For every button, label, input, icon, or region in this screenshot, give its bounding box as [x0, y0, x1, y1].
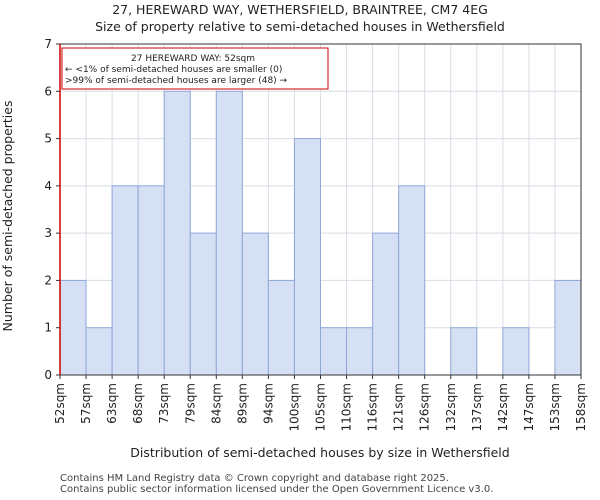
x-tick-label: 84sqm: [209, 383, 223, 424]
bar: [267, 279, 295, 376]
y-tick-label: 6: [44, 84, 52, 98]
bar: [398, 185, 426, 376]
bar: [372, 232, 400, 376]
bar: [450, 327, 478, 376]
footer-line-1: Contains HM Land Registry data © Crown c…: [60, 473, 449, 484]
y-tick-label: 3: [44, 226, 52, 240]
y-axis-label: Number of semi-detached properties: [0, 101, 15, 332]
x-tick-label: 52sqm: [53, 383, 67, 424]
bar: [215, 90, 243, 376]
bar: [59, 279, 87, 376]
x-tick-label: 158sqm: [574, 383, 588, 431]
y-tick-label: 4: [44, 179, 52, 193]
footer-line-2: Contains public sector information licen…: [60, 484, 494, 495]
y-tick-label: 5: [44, 132, 52, 146]
x-axis-ticks: 52sqm 57sqm 63sqm 68sqm 73sqm 79sqm 84sqm 89sqm…: [53, 375, 588, 431]
y-tick-label: 0: [44, 368, 52, 382]
x-tick-label: 126sqm: [418, 383, 432, 431]
bar: [502, 327, 530, 376]
x-tick-label: 153sqm: [548, 383, 562, 431]
chart-subtitle: Size of property relative to semi-detach…: [95, 19, 505, 34]
x-tick-label: 94sqm: [261, 383, 275, 424]
x-axis-label: Distribution of semi-detached houses by …: [130, 445, 509, 460]
y-tick-label: 7: [44, 37, 52, 51]
annotation-line-3: >99% of semi-detached houses are larger …: [65, 76, 288, 86]
x-tick-label: 147sqm: [522, 383, 536, 431]
bar: [189, 232, 217, 376]
x-tick-label: 142sqm: [496, 383, 510, 431]
bars: [59, 90, 582, 376]
bar: [346, 327, 374, 376]
y-tick-label: 2: [44, 273, 52, 287]
bar: [111, 185, 139, 376]
x-tick-label: 121sqm: [392, 383, 406, 431]
bar: [554, 279, 582, 376]
x-tick-label: 116sqm: [366, 383, 380, 431]
x-tick-label: 105sqm: [314, 383, 328, 431]
x-tick-label: 68sqm: [131, 383, 145, 424]
annotation-line-2: ← <1% of semi-detached houses are smalle…: [65, 65, 282, 75]
x-tick-label: 73sqm: [157, 383, 171, 424]
x-tick-label: 63sqm: [105, 383, 119, 424]
bar: [137, 185, 165, 376]
x-tick-label: 132sqm: [444, 383, 458, 431]
x-tick-label: 110sqm: [340, 383, 354, 431]
y-axis-ticks: 0 1 2 3 4 5 6 7: [44, 37, 60, 382]
bar: [241, 232, 269, 376]
annotation-line-1: 27 HEREWARD WAY: 52sqm: [131, 54, 255, 64]
annotation-box: 27 HEREWARD WAY: 52sqm ← <1% of semi-det…: [61, 47, 329, 90]
bar: [163, 90, 191, 376]
x-tick-label: 79sqm: [183, 383, 197, 424]
annotation-frame: [61, 47, 329, 90]
x-tick-label: 137sqm: [470, 383, 484, 431]
bar: [320, 327, 348, 376]
y-tick-label: 1: [44, 321, 52, 335]
bar: [85, 327, 113, 376]
chart-title: 27, HEREWARD WAY, WETHERSFIELD, BRAINTRE…: [112, 2, 488, 17]
bar: [293, 138, 322, 376]
x-tick-label: 57sqm: [79, 383, 93, 424]
x-tick-label: 100sqm: [287, 383, 301, 431]
x-tick-label: 89sqm: [235, 383, 249, 424]
